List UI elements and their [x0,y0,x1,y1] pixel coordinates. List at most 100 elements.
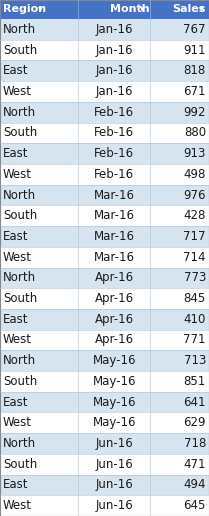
Text: Jun-16: Jun-16 [96,478,133,491]
Bar [0,0,209,19]
Bar [0,309,209,330]
Text: West: West [3,499,32,512]
Text: South: South [3,292,37,305]
Text: 471: 471 [184,458,206,471]
Text: May-16: May-16 [93,375,136,388]
Text: 641: 641 [184,396,206,409]
Bar [0,475,209,495]
Text: West: West [3,85,32,98]
Text: North: North [3,271,36,284]
Text: Mar-16: Mar-16 [94,209,135,222]
Bar [0,371,209,392]
Text: East: East [3,64,28,77]
Bar [0,205,209,226]
Bar [0,330,209,350]
Bar [0,143,209,164]
Text: 976: 976 [184,188,206,202]
Text: East: East [3,313,28,326]
Text: Jun-16: Jun-16 [96,458,133,471]
Text: Mar-16: Mar-16 [94,188,135,202]
Text: East: East [3,478,28,491]
Bar [0,495,209,516]
Text: Apr-16: Apr-16 [95,333,134,346]
Text: Jun-16: Jun-16 [96,499,133,512]
Text: South: South [3,458,37,471]
Text: North: North [3,437,36,450]
Text: 645: 645 [184,499,206,512]
Text: 767: 767 [184,23,206,36]
Text: 498: 498 [184,168,206,181]
Bar [0,19,209,40]
Text: West: West [3,416,32,429]
Text: 494: 494 [184,478,206,491]
Bar [0,247,209,267]
Text: Jan-16: Jan-16 [96,85,133,98]
Bar [0,412,209,433]
Text: 713: 713 [184,354,206,367]
Text: May-16: May-16 [93,416,136,429]
Text: ▼: ▼ [38,7,43,12]
Bar [0,60,209,81]
Text: 717: 717 [184,230,206,243]
Text: Feb-16: Feb-16 [94,126,134,139]
Text: North: North [3,354,36,367]
Text: Jan-16: Jan-16 [96,64,133,77]
Bar [0,40,209,60]
Text: North: North [3,23,36,36]
Bar [0,350,209,371]
Text: Month: Month [110,5,150,14]
Text: Mar-16: Mar-16 [94,251,135,264]
Text: East: East [3,396,28,409]
Text: East: East [3,230,28,243]
Text: 818: 818 [184,64,206,77]
Text: South: South [3,43,37,57]
Bar [0,81,209,102]
Text: ▼: ▼ [199,7,204,12]
Text: North: North [3,106,36,119]
Text: 718: 718 [184,437,206,450]
Text: West: West [3,168,32,181]
Bar [0,226,209,247]
Bar [0,454,209,475]
Text: ▼: ▼ [140,7,145,12]
Text: North: North [3,188,36,202]
Text: Mar-16: Mar-16 [94,230,135,243]
Text: 428: 428 [184,209,206,222]
Text: Apr-16: Apr-16 [95,292,134,305]
Text: South: South [3,126,37,139]
Bar [0,288,209,309]
Text: West: West [3,333,32,346]
Text: 671: 671 [184,85,206,98]
Text: 880: 880 [184,126,206,139]
Text: 773: 773 [184,271,206,284]
Text: May-16: May-16 [93,354,136,367]
Text: 851: 851 [184,375,206,388]
Text: 911: 911 [184,43,206,57]
Text: Jan-16: Jan-16 [96,23,133,36]
Bar [0,267,209,288]
Text: May-16: May-16 [93,396,136,409]
Text: Jun-16: Jun-16 [96,437,133,450]
Bar [0,102,209,122]
Text: 992: 992 [184,106,206,119]
Bar [0,164,209,185]
Bar [0,392,209,412]
Text: South: South [3,209,37,222]
Text: 714: 714 [184,251,206,264]
Text: Region: Region [3,5,46,14]
Text: Sales: Sales [173,5,206,14]
Text: 845: 845 [184,292,206,305]
Text: West: West [3,251,32,264]
Text: 771: 771 [184,333,206,346]
Text: Feb-16: Feb-16 [94,147,134,160]
Text: Jan-16: Jan-16 [96,43,133,57]
Bar [0,185,209,205]
Text: 410: 410 [184,313,206,326]
Text: Feb-16: Feb-16 [94,168,134,181]
Bar [0,433,209,454]
Text: Feb-16: Feb-16 [94,106,134,119]
Text: South: South [3,375,37,388]
Text: 629: 629 [184,416,206,429]
Text: 913: 913 [184,147,206,160]
Text: East: East [3,147,28,160]
